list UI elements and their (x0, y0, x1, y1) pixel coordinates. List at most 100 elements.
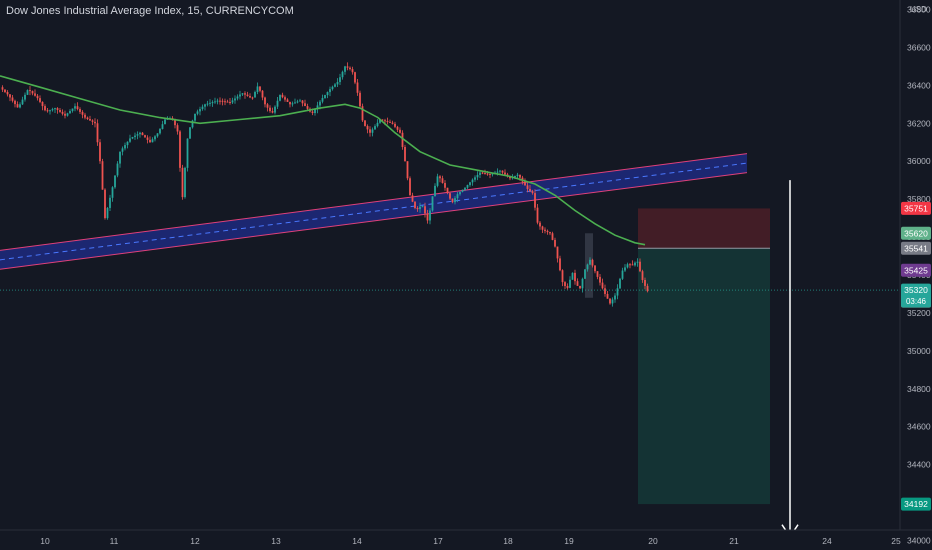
candle-body (146, 137, 149, 140)
y-tick-label: 36800 (907, 4, 931, 14)
x-tick-label: 21 (729, 536, 739, 546)
candle-body (524, 181, 526, 186)
candle-body (496, 171, 499, 173)
candle-body (384, 120, 386, 122)
candle-body (281, 94, 284, 98)
last-price-label: 35320 (904, 285, 928, 295)
candle-body (386, 121, 389, 123)
candle-body (134, 135, 136, 138)
candle-body (269, 107, 271, 112)
candle-body (319, 101, 321, 106)
candle-body (296, 101, 299, 103)
candle-body (389, 121, 391, 123)
candle-body (566, 286, 569, 288)
candle-body (514, 175, 516, 178)
moving-average-line (0, 75, 646, 246)
candle-body (444, 183, 446, 188)
candle-body (91, 120, 94, 122)
x-tick-label: 11 (110, 536, 119, 546)
candle-body (509, 176, 511, 179)
candle-body (334, 84, 336, 87)
candle-body (294, 102, 296, 104)
candle-body (26, 90, 29, 95)
candle-body (266, 104, 269, 108)
x-tick-label: 19 (564, 536, 574, 546)
candle-body (279, 94, 281, 101)
y-tick-label: 35800 (907, 194, 931, 204)
candle-body (601, 282, 604, 289)
candle-body (314, 109, 316, 114)
candle-body (209, 102, 211, 104)
candle-body (469, 182, 471, 186)
price-label-bg (901, 226, 931, 240)
candle-body (256, 86, 259, 92)
candle-body (236, 96, 239, 99)
y-tick-label: 34800 (907, 384, 931, 394)
candle-body (206, 103, 209, 105)
candle-body (606, 293, 609, 299)
candle-body (329, 89, 331, 93)
x-tick-label: 10 (40, 536, 50, 546)
candle-body (539, 222, 541, 227)
candle-body (636, 261, 639, 263)
candle-body (4, 89, 6, 92)
candle-body (131, 137, 134, 139)
candle-body (181, 167, 184, 198)
price-label: 35541 (904, 243, 928, 253)
candle-body (179, 131, 181, 168)
candle-body (409, 178, 411, 196)
candle-body (644, 279, 646, 286)
x-tick-label: 12 (190, 536, 200, 546)
candle-body (21, 99, 24, 105)
price-label-bg (901, 263, 931, 277)
candle-body (106, 207, 109, 219)
candle-body (604, 288, 606, 294)
candle-body (369, 129, 371, 133)
candle-body (291, 103, 294, 105)
candle-body (501, 170, 504, 173)
candle-body (624, 267, 626, 271)
candle-body (481, 172, 484, 174)
candle-body (174, 118, 176, 126)
candle-body (69, 110, 71, 114)
candle-body (9, 94, 11, 98)
x-tick-label: 14 (352, 536, 362, 546)
candle-body (324, 95, 326, 99)
candle-body (446, 187, 449, 194)
time-axis-panel (0, 530, 900, 550)
candle-body (404, 146, 406, 162)
candle-body (164, 119, 166, 125)
candle-body (351, 69, 354, 73)
candle-body (201, 106, 204, 110)
candle-body (249, 96, 251, 98)
candle-body (31, 91, 34, 94)
candle-body (274, 106, 276, 113)
candle-body (234, 98, 236, 101)
candle-body (251, 97, 254, 99)
candle-body (546, 230, 549, 233)
candle-body (486, 173, 489, 175)
candle-body (246, 94, 249, 97)
candle-body (276, 100, 279, 107)
candle-body (561, 270, 564, 283)
candle-body (139, 132, 141, 135)
candle-body (424, 206, 426, 214)
candle-body (119, 151, 121, 164)
candle-body (549, 232, 551, 234)
candle-body (466, 185, 469, 188)
candle-body (156, 133, 159, 137)
candle-body (484, 173, 486, 175)
candle-body (36, 95, 39, 99)
candle-body (114, 175, 116, 188)
candle-body (461, 189, 464, 192)
candle-body (471, 179, 474, 183)
candle-body (569, 279, 571, 288)
candle-body (591, 259, 594, 266)
candle-body (226, 101, 229, 103)
candle-body (579, 285, 581, 289)
candle-body (354, 72, 356, 83)
candle-body (66, 113, 69, 116)
candle-body (189, 127, 191, 139)
